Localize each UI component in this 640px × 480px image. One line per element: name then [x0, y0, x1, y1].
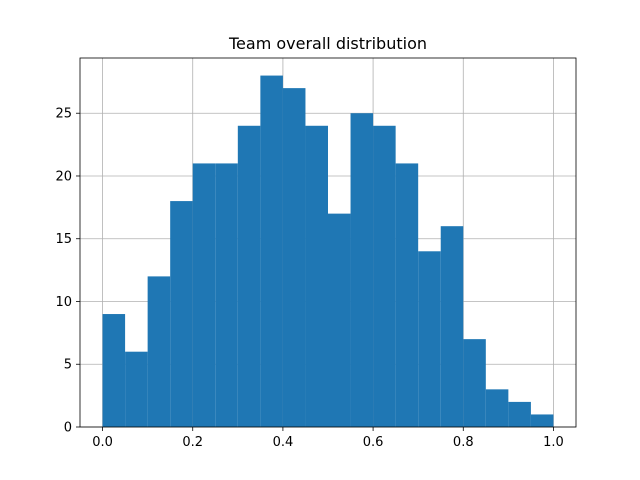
histogram-bar-14	[418, 251, 441, 427]
y-tick-label-0: 0	[64, 421, 72, 436]
histogram-bar-10	[328, 213, 351, 427]
plot-frame	[79, 57, 577, 428]
x-tick-label-4: 0.8	[453, 435, 474, 450]
histogram-bar-19	[530, 414, 554, 427]
histogram-bar-17	[485, 389, 509, 427]
histogram-bar-11	[350, 113, 374, 427]
y-tick-label-2: 10	[55, 295, 72, 310]
histogram-bar-16	[463, 339, 486, 427]
y-tick-label-1: 5	[64, 358, 72, 373]
axes	[76, 57, 577, 431]
x-tick-label-2: 0.4	[273, 435, 294, 450]
tick-labels: 0.0 0.2 0.4 0.6 0.8 1.0 0 5 10 15 20 25	[55, 107, 563, 450]
y-tick-label-5: 25	[55, 107, 72, 122]
histogram-bar-13	[395, 163, 419, 427]
chart-title: Team overall distribution	[228, 34, 427, 53]
histogram-bar-1	[125, 351, 148, 427]
histogram-bar-0	[102, 314, 126, 427]
histogram-bar-5	[215, 163, 238, 427]
histogram-bar-18	[508, 401, 531, 427]
y-tick-label-4: 20	[55, 169, 72, 184]
y-tick-label-3: 15	[55, 232, 72, 247]
histogram-bar-8	[282, 88, 306, 428]
histogram-bar-15	[440, 226, 464, 427]
histogram-bar-9	[305, 125, 328, 427]
x-tick-label-5: 1.0	[543, 435, 564, 450]
histogram-bar-6	[237, 125, 261, 427]
histogram-bars	[102, 75, 554, 428]
histogram-bar-7	[260, 75, 283, 428]
x-tick-label-0: 0.0	[92, 435, 113, 450]
histogram-bar-4	[192, 163, 216, 427]
histogram-bar-12	[373, 125, 396, 427]
x-tick-label-3: 0.6	[363, 435, 384, 450]
histogram-bar-2	[147, 276, 171, 427]
histogram-bar-3	[170, 201, 193, 427]
x-tick-label-1: 0.2	[182, 435, 203, 450]
